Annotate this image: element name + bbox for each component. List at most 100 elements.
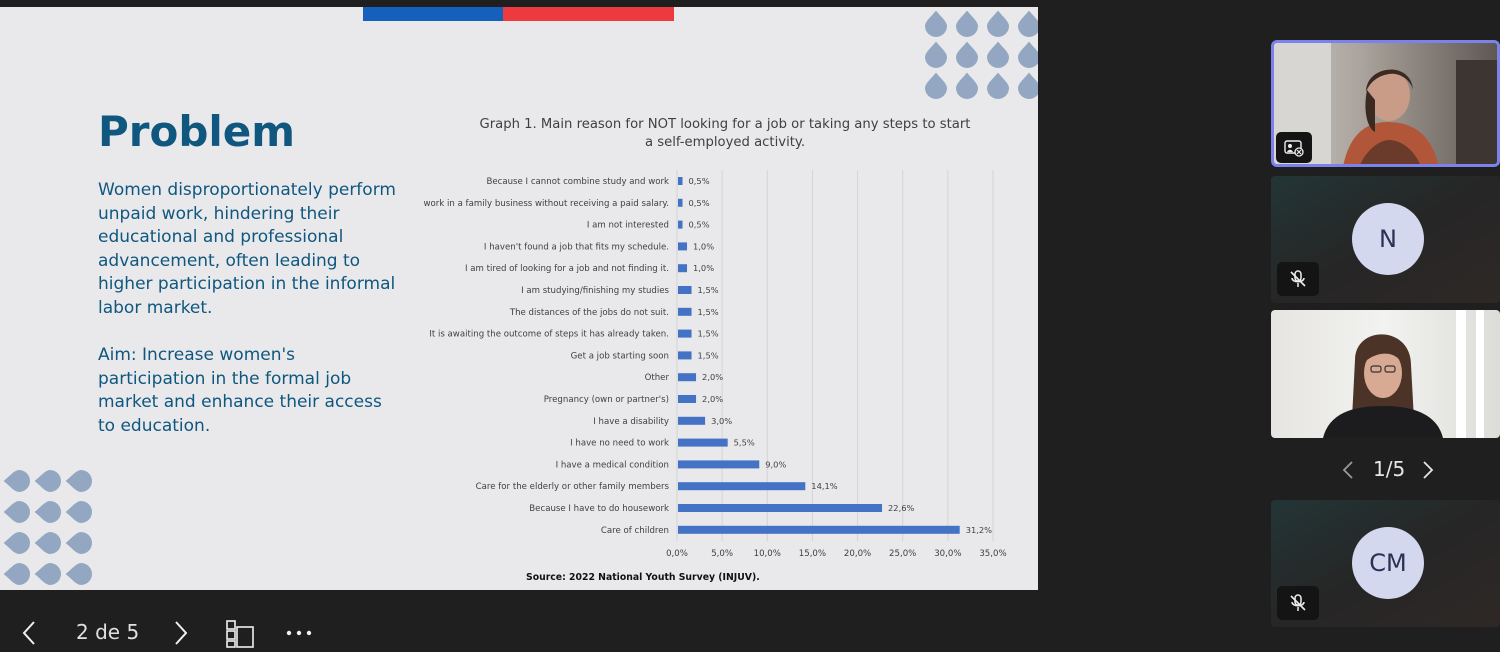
participant-video-tile-3[interactable] xyxy=(1271,310,1500,438)
decorative-drop xyxy=(925,41,947,68)
category-label: Care for the elderly or other family mem… xyxy=(476,482,670,492)
bar xyxy=(678,525,960,534)
bar-value-label: 5,5% xyxy=(734,438,755,448)
camera-share-badge[interactable] xyxy=(1276,132,1312,163)
category-label: Get a job starting soon xyxy=(571,351,669,361)
category-label: Other xyxy=(645,373,670,383)
bar-value-label: 1,5% xyxy=(698,350,719,360)
bar xyxy=(678,373,697,382)
category-label: I have no need to work xyxy=(570,439,669,449)
bar-value-label: 1,5% xyxy=(698,329,719,339)
category-label: I am studying/finishing my studies xyxy=(521,286,669,296)
slide-counter: 2 de 5 xyxy=(76,620,140,644)
bar xyxy=(678,460,760,469)
decorative-drop xyxy=(956,41,978,68)
bar-value-label: 1,5% xyxy=(698,285,719,295)
shared-slide: Problem Women disproportionately perform… xyxy=(0,7,1038,590)
participant-avatar-tile-2[interactable]: N xyxy=(1271,176,1500,303)
category-label: It is awaiting the outcome of steps it h… xyxy=(429,330,669,340)
bar xyxy=(678,198,683,207)
problem-description: Women disproportionately perform unpaid … xyxy=(98,180,396,318)
bar-value-label: 2,0% xyxy=(702,394,723,404)
chevron-left-icon xyxy=(22,621,35,645)
decorative-drop xyxy=(925,10,947,37)
aim-description: Aim: Increase women's participation in t… xyxy=(98,345,382,436)
category-label: The distances of the jobs do not suit. xyxy=(509,308,669,318)
category-label: Care of children xyxy=(601,526,669,536)
slide-accent-blue xyxy=(363,7,503,21)
decorative-drop xyxy=(3,470,30,492)
decorative-drop xyxy=(34,470,61,492)
bar-value-label: 31,2% xyxy=(966,525,992,535)
x-tick-label: 5,0% xyxy=(711,549,733,559)
x-tick-label: 35,0% xyxy=(979,549,1006,559)
x-tick-label: 20,0% xyxy=(844,549,871,559)
bar-value-label: 0,5% xyxy=(689,198,710,208)
bar-value-label: 0,5% xyxy=(689,220,710,230)
bar-value-label: 1,5% xyxy=(698,307,719,317)
bar xyxy=(678,264,688,273)
category-label: I work in a family business without rece… xyxy=(420,199,669,209)
slide-title: Problem xyxy=(98,107,296,156)
participant-video-3 xyxy=(1271,310,1500,438)
slide-thumbnails-button[interactable] xyxy=(224,617,256,649)
decorative-drop xyxy=(987,72,1009,99)
bar xyxy=(678,395,697,403)
decorative-drop xyxy=(65,532,92,554)
decorative-drop xyxy=(65,470,92,492)
chart-source: Source: 2022 National Youth Survey (INJU… xyxy=(526,572,760,583)
category-label: I am tired of looking for a job and not … xyxy=(465,264,669,274)
category-label: I have a disability xyxy=(593,417,669,427)
chart-title-line1: Graph 1. Main reason for NOT looking for… xyxy=(480,117,971,132)
x-tick-label: 15,0% xyxy=(799,549,826,559)
decorative-drop xyxy=(987,10,1009,37)
avatar: CM xyxy=(1352,527,1424,599)
x-tick-label: 10,0% xyxy=(754,549,781,559)
category-label: Pregnancy (own or partner's) xyxy=(544,395,669,405)
muted-badge xyxy=(1277,262,1319,296)
decorative-drop xyxy=(3,532,30,554)
category-label: Because I have to do housework xyxy=(529,504,669,514)
x-tick-label: 30,0% xyxy=(934,549,961,559)
bar-value-label: 9,0% xyxy=(765,459,786,469)
bar xyxy=(678,329,692,338)
more-options-button[interactable] xyxy=(284,624,316,642)
bar xyxy=(678,220,683,229)
chevron-left-icon[interactable] xyxy=(1340,458,1356,482)
muted-badge xyxy=(1277,586,1319,620)
bar-chart: Graph 1. Main reason for NOT looking for… xyxy=(420,117,1007,583)
more-options-icon xyxy=(286,630,312,636)
participant-video-tile-1[interactable] xyxy=(1271,40,1500,167)
next-slide-button[interactable] xyxy=(166,618,194,648)
decorative-drops-top xyxy=(3,10,1038,585)
pager-counter: 1/5 xyxy=(1373,457,1406,481)
decorative-drop xyxy=(65,563,92,585)
bar xyxy=(678,438,728,447)
x-tick-label: 0,0% xyxy=(666,549,688,559)
bar xyxy=(678,286,692,294)
bar xyxy=(678,482,806,491)
decorative-drop xyxy=(925,72,947,99)
category-label: Because I cannot combine study and work xyxy=(486,177,669,187)
bar xyxy=(678,307,692,316)
bar-value-label: 2,0% xyxy=(702,372,723,382)
decorative-drop xyxy=(956,10,978,37)
x-tick-label: 25,0% xyxy=(889,549,916,559)
decorative-drop xyxy=(987,41,1009,68)
bar xyxy=(678,416,706,425)
slides-grid-icon xyxy=(226,620,254,648)
decorative-drop xyxy=(65,501,92,523)
participant-avatar-tile-4[interactable]: CM xyxy=(1271,500,1500,627)
participant-pager: 1/5 xyxy=(1340,455,1440,483)
bar xyxy=(678,351,692,360)
bar-value-label: 22,6% xyxy=(888,503,914,513)
chevron-right-icon[interactable] xyxy=(1420,458,1436,482)
category-label: I have a medical condition xyxy=(556,460,669,470)
decorative-drop xyxy=(1018,72,1038,99)
previous-slide-button[interactable] xyxy=(16,618,44,648)
decorative-drop xyxy=(956,72,978,99)
category-label: I haven't found a job that fits my sched… xyxy=(484,242,669,252)
mic-off-icon xyxy=(1290,594,1306,611)
bar-value-label: 3,0% xyxy=(711,416,732,426)
